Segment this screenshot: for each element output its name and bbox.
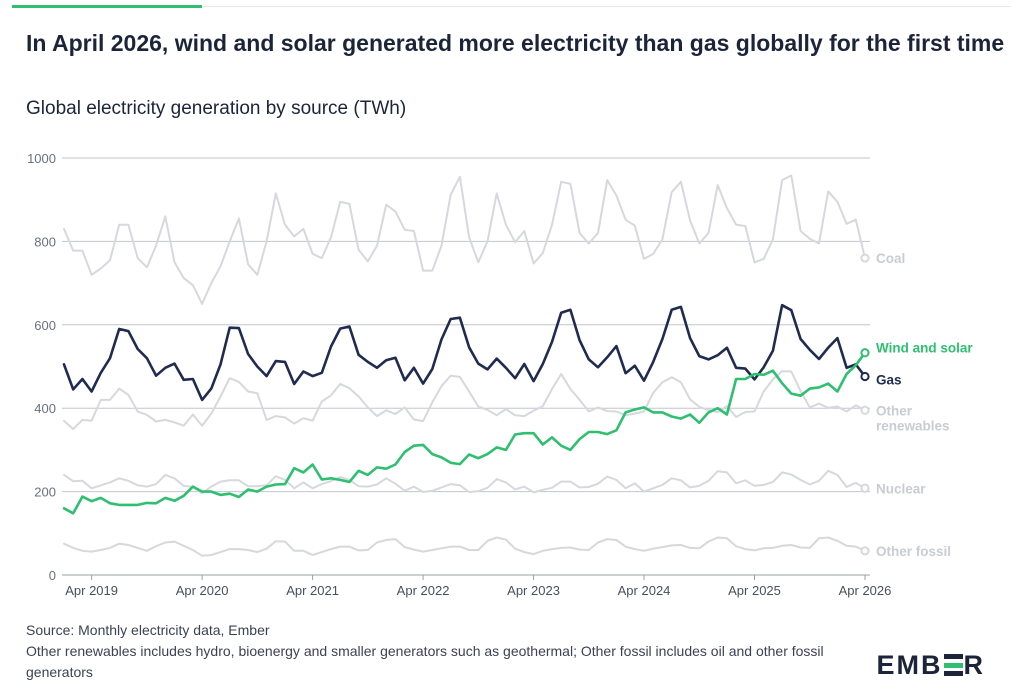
- top-divider: [202, 6, 1011, 7]
- y-tick-label: 200: [34, 485, 56, 500]
- y-tick-label: 600: [34, 318, 56, 333]
- end-label: Other renewables: [876, 403, 950, 433]
- series-lines: [62, 174, 867, 557]
- end-label: Nuclear: [876, 481, 926, 496]
- ember-logo-mark: [943, 654, 963, 676]
- x-tick-label: Apr 2020: [176, 583, 229, 598]
- x-tick-label: Apr 2023: [507, 583, 560, 598]
- end-label: Other fossil: [876, 544, 951, 559]
- x-tick-label: Apr 2022: [397, 583, 450, 598]
- series-line-nuclear: [63, 469, 866, 495]
- x-tick-label: Apr 2025: [728, 583, 781, 598]
- accent-bar: [12, 5, 202, 8]
- y-tick-label: 400: [34, 401, 56, 416]
- chart-title: In April 2026, wind and solar generated …: [26, 30, 1005, 56]
- series-line-gas: [62, 303, 867, 402]
- source-text: Source: Monthly electricity data, Ember: [26, 622, 270, 638]
- note-text: Other renewables includes hydro, bioener…: [26, 643, 824, 680]
- y-tick-label: 0: [49, 568, 56, 583]
- end-label: Wind and solar: [876, 341, 973, 356]
- chart-area: 0 200 400 600 800 1000 Coal Wind and solar Gas O…: [27, 151, 973, 598]
- x-axis: Apr 2019 Apr 2020 Apr 2021 Apr 2022 Apr 2023…: [65, 575, 891, 598]
- end-label: Gas: [876, 373, 902, 388]
- end-marker: [860, 546, 870, 556]
- y-tick-label: 800: [34, 234, 56, 249]
- end-marker: [860, 348, 870, 358]
- end-marker: [860, 405, 870, 415]
- source-notes: Source: Monthly electricity data, Ember …: [26, 620, 826, 683]
- x-tick-label: Apr 2021: [286, 583, 339, 598]
- end-marker: [860, 371, 870, 382]
- x-tick-label: Apr 2024: [618, 583, 671, 598]
- series-line-coal: [63, 174, 866, 305]
- chart-subtitle: Global electricity generation by source …: [26, 98, 407, 119]
- series-line-wind-and-solar: [62, 351, 867, 515]
- series-line-other-fossil: [63, 536, 866, 557]
- y-tick-label: 1000: [27, 151, 56, 166]
- ember-logo: EMB R: [876, 650, 985, 680]
- x-tick-label: Apr 2026: [839, 583, 892, 598]
- series-line-other-renewables: [63, 370, 866, 431]
- gridlines: 0 200 400 600 800 1000: [27, 151, 870, 583]
- end-labels: Coal Wind and solar Gas Other renewables Nucl…: [860, 251, 973, 559]
- x-tick-label: Apr 2019: [65, 583, 118, 598]
- end-label: Coal: [876, 251, 905, 266]
- end-marker: [860, 253, 870, 263]
- end-marker: [860, 483, 870, 493]
